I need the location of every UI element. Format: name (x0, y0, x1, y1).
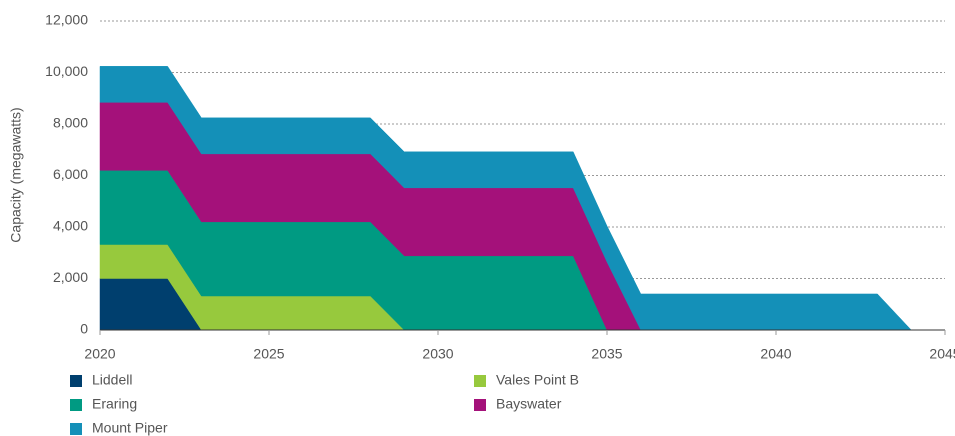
x-tick-label: 2025 (253, 346, 284, 362)
legend-label: Eraring (92, 396, 137, 412)
y-tick-label: 4,000 (53, 218, 88, 234)
y-tick-label: 12,000 (45, 12, 88, 28)
y-tick-label: 2,000 (53, 269, 88, 285)
y-tick-label: 6,000 (53, 166, 88, 182)
legend-label: Mount Piper (92, 420, 168, 436)
legend-label: Liddell (92, 372, 132, 388)
legend-label: Bayswater (496, 396, 562, 412)
x-tick-label: 2045 (929, 346, 955, 362)
legend-swatch (70, 375, 82, 387)
x-tick-label: 2030 (422, 346, 453, 362)
legend-swatch (70, 423, 82, 435)
legend-swatch (474, 375, 486, 387)
x-tick-label: 2020 (84, 346, 115, 362)
legend-label: Vales Point B (496, 372, 579, 388)
y-tick-label: 10,000 (45, 63, 88, 79)
y-tick-label: 0 (80, 321, 88, 337)
x-tick-label: 2035 (591, 346, 622, 362)
y-tick-label: 8,000 (53, 115, 88, 131)
x-tick-label: 2040 (760, 346, 791, 362)
legend-swatch (70, 399, 82, 411)
legend-swatch (474, 399, 486, 411)
y-axis-label: Capacity (megawatts) (8, 107, 24, 242)
